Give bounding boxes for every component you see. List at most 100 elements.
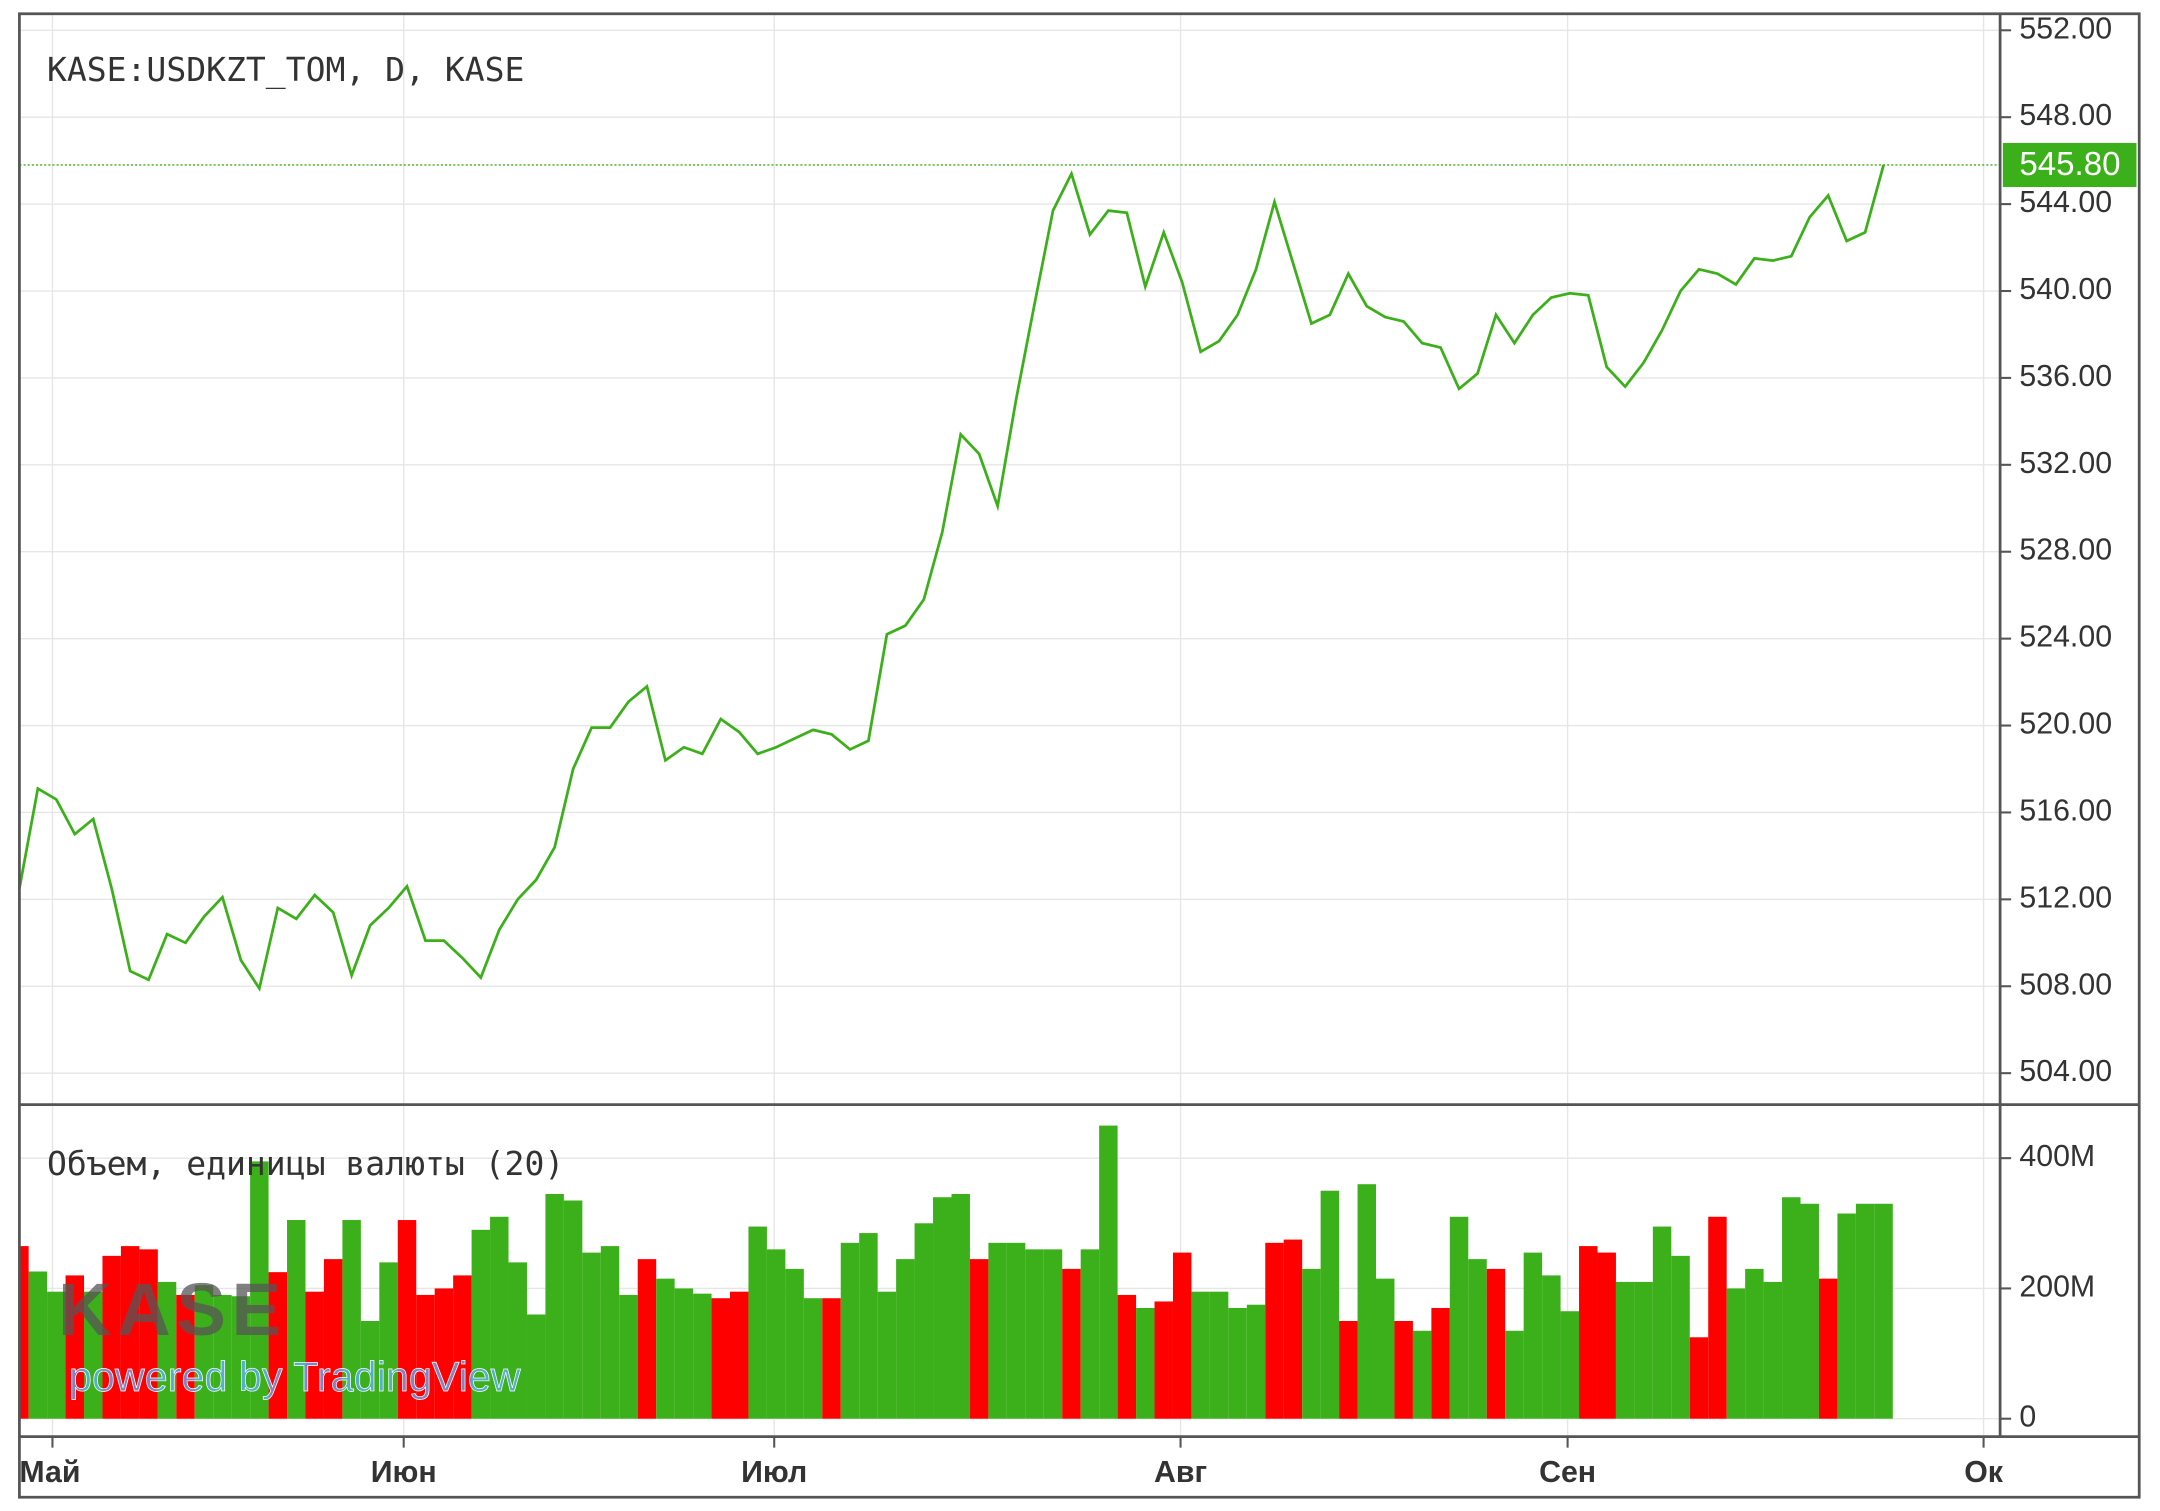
volume-bar (748, 1226, 767, 1419)
volume-bar (1726, 1288, 1746, 1419)
y-tick-label: 400M (2019, 1140, 2095, 1173)
volume-bar (28, 1271, 48, 1419)
volume-bar (951, 1193, 970, 1419)
y-tick-label: 532.00 (2019, 447, 2112, 480)
volume-bar (1136, 1307, 1155, 1419)
x-tick-label: Авг (1154, 1456, 1207, 1489)
volume-bar (988, 1242, 1007, 1419)
watermark-caption: powered by TradingView (69, 1354, 521, 1400)
volume-bar (287, 1220, 306, 1419)
volume-bar (1615, 1281, 1635, 1419)
volume-bar (1818, 1278, 1838, 1419)
volume-bar (840, 1242, 860, 1419)
volume-bar (1394, 1321, 1413, 1419)
volume-bar (582, 1252, 601, 1419)
volume-bar (1320, 1190, 1340, 1419)
volume-bar (1671, 1255, 1690, 1419)
volume-bar (1652, 1226, 1672, 1419)
x-tick-label: Май (19, 1456, 80, 1489)
volume-bar (859, 1233, 878, 1419)
volume-bar (47, 1291, 66, 1419)
volume-bar (1154, 1301, 1173, 1419)
volume-bar (1579, 1246, 1598, 1419)
volume-bar (1800, 1203, 1819, 1419)
volume-bar (600, 1246, 620, 1419)
volume-bar (526, 1314, 546, 1419)
volume-bar (1763, 1281, 1783, 1419)
volume-bar (1634, 1281, 1653, 1419)
volume-bar (1597, 1252, 1616, 1419)
y-tick-label: 516.00 (2019, 794, 2112, 827)
volume-bar (1505, 1330, 1524, 1419)
frame (18, 12, 2141, 1499)
volume-bar (194, 1285, 214, 1419)
volume-bar (1376, 1278, 1395, 1419)
volume-bar (1265, 1242, 1284, 1419)
volume-bar (250, 1161, 269, 1419)
volume-bar (822, 1298, 841, 1419)
volume-bar (416, 1294, 435, 1419)
volume-bar (914, 1223, 934, 1419)
marks (18, 164, 2001, 1419)
volume-bar (102, 1255, 121, 1419)
volume-bar (213, 1294, 232, 1419)
volume-bar (637, 1259, 657, 1419)
volume-bar (120, 1246, 140, 1419)
y-tick-label: 552.00 (2019, 12, 2112, 45)
volume-bar (1043, 1249, 1063, 1419)
volume-bar (1191, 1291, 1210, 1419)
volume-bar (1745, 1268, 1764, 1419)
x-tick-label: Июн (371, 1456, 437, 1489)
volume-bar (1708, 1216, 1727, 1419)
y-tick-label: 536.00 (2019, 360, 2112, 393)
volume-bar (711, 1298, 731, 1419)
volume-bar (1560, 1311, 1580, 1419)
volume-bar (877, 1291, 897, 1419)
volume-bar (1431, 1307, 1450, 1419)
volume-bar (342, 1220, 361, 1419)
volume-bar (1782, 1197, 1801, 1419)
price-line (18, 164, 1885, 992)
volume-bar (508, 1262, 527, 1419)
volume-bar (785, 1268, 804, 1419)
y-tick-label: 548.00 (2019, 99, 2112, 132)
volume-bar (1099, 1125, 1118, 1419)
volume-bar (545, 1193, 564, 1419)
volume-bar (176, 1294, 195, 1419)
volume-bar (693, 1293, 712, 1419)
volume-bar (305, 1291, 324, 1419)
y-tick-label: 528.00 (2019, 534, 2112, 567)
y-tick-label: 544.00 (2019, 186, 2112, 219)
volume-bar (1874, 1203, 1893, 1419)
volume-bar (1080, 1249, 1100, 1419)
volume-bar (1542, 1275, 1561, 1419)
volume-bar (231, 1296, 251, 1419)
y-tick-label: 520.00 (2019, 708, 2112, 741)
volume-bar (619, 1294, 638, 1419)
volume-bar (730, 1291, 749, 1419)
y-tick-label: 540.00 (2019, 273, 2112, 306)
volume-bar (1025, 1249, 1044, 1419)
y-tick-label: 512.00 (2019, 881, 2112, 914)
volume-bar (1172, 1252, 1192, 1419)
y-tick-label: 504.00 (2019, 1055, 2112, 1088)
y-tick-label: 508.00 (2019, 968, 2112, 1001)
volume-bar (1302, 1268, 1321, 1419)
volume-bar (471, 1229, 491, 1419)
y-tick-label: 200M (2019, 1270, 2095, 1303)
last-price-badge (2002, 142, 2137, 188)
volume-bar (1837, 1213, 1856, 1419)
labels: 504.00 508.00 512.00 516.00 520.00 524.00 528.… (19, 12, 2137, 1489)
chart-title: KASE:USDKZT_TOM, D, KASE (47, 50, 525, 90)
watermark-logo: KASE (58, 1268, 287, 1351)
volume-bar (157, 1281, 177, 1419)
volume-bar (434, 1288, 454, 1419)
volume-bar (1209, 1291, 1229, 1419)
y-tick-label: 524.00 (2019, 621, 2112, 654)
volume-bar (453, 1275, 472, 1419)
volume-bar (379, 1262, 398, 1419)
volume-bar (397, 1220, 417, 1419)
volume-bar (360, 1321, 380, 1419)
